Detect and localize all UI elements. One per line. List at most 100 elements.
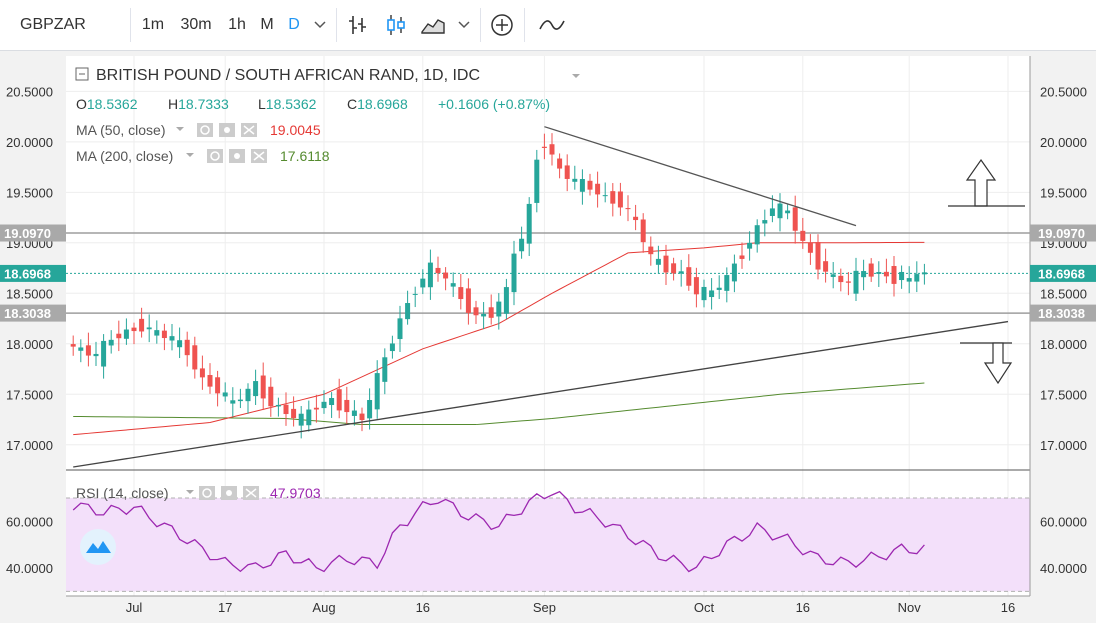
chevron-down-icon[interactable]	[308, 0, 332, 50]
candle-up	[420, 278, 426, 288]
candle-up	[709, 290, 715, 298]
candle-up	[108, 339, 114, 346]
price-tick-left: 17.5000	[6, 387, 53, 402]
candle-up	[169, 336, 175, 341]
top-toolbar: GBPZAR 1m 30m 1h M D	[0, 0, 1096, 51]
interval-1h[interactable]: 1h	[228, 16, 246, 33]
candle-down	[815, 242, 821, 270]
collapse-icon[interactable]	[75, 67, 89, 81]
interval-1m[interactable]: 1m	[141, 16, 165, 33]
candlestick-icon[interactable]	[380, 0, 412, 50]
candle-up	[351, 410, 357, 416]
bar-chart-icon[interactable]	[342, 0, 374, 50]
ohlc-values: O18.5362 H18.7333 L18.5362 C18.6968 +0.1…	[76, 96, 550, 112]
price-tick-right: 18.5000	[1040, 286, 1087, 301]
chevron-down-icon[interactable]	[176, 127, 184, 131]
ma200-settings-icons[interactable]	[207, 149, 267, 163]
candle-down	[465, 288, 471, 313]
svg-text:19.0970: 19.0970	[1038, 226, 1085, 241]
candle-up	[329, 398, 335, 406]
interval-d[interactable]: D	[288, 16, 300, 33]
candle-down	[215, 377, 221, 394]
rsi-axis[interactable]: 60.0000 60.0000 40.0000 40.0000	[6, 514, 1087, 576]
price-tick-right: 20.5000	[1040, 84, 1087, 99]
support-price-label: 18.3038 18.3038	[0, 304, 1096, 322]
candle-up	[177, 340, 183, 348]
svg-text:18.6968: 18.6968	[4, 266, 51, 281]
logo-icon[interactable]	[80, 529, 116, 565]
symbol-search[interactable]: GBPZAR	[20, 16, 86, 33]
candle-up	[367, 400, 373, 419]
candle-up	[747, 242, 753, 249]
candle-down	[800, 230, 806, 241]
ma50-value: 19.0045	[270, 122, 321, 138]
candle-down	[549, 144, 555, 155]
candle-up	[678, 271, 684, 274]
rsi-tick-right: 60.0000	[1040, 514, 1087, 529]
rsi-tick-left: 40.0000	[6, 561, 53, 576]
candle-down	[313, 407, 319, 410]
candle-up	[899, 271, 905, 281]
ma50-settings-icons[interactable]	[197, 123, 257, 137]
candle-down	[192, 345, 198, 370]
chevron-down-icon[interactable]	[452, 0, 476, 50]
chevron-down-icon[interactable]	[186, 153, 194, 157]
candle-up	[762, 220, 768, 224]
candle-down	[344, 399, 350, 413]
candle-down	[207, 375, 213, 387]
candle-up	[481, 313, 487, 317]
resistance-price-label: 19.0970 19.0970	[0, 224, 1096, 242]
candle-up	[230, 400, 236, 404]
candle-down	[85, 345, 91, 356]
interval-m[interactable]: M	[260, 16, 274, 33]
chevron-down-icon[interactable]	[186, 490, 194, 494]
rsi-tick-left: 60.0000	[6, 514, 53, 529]
breakout-down-arrow[interactable]	[960, 342, 1013, 385]
candle-up	[496, 301, 502, 317]
rsi-legend[interactable]: RSI (14, close) 47.9703	[76, 485, 321, 501]
price-axis[interactable]: 20.5000 20.5000 20.0000 20.0000 19.5000 19.50…	[6, 84, 1087, 452]
add-indicator-icon[interactable]	[486, 0, 518, 50]
price-chart[interactable]: 20.5000 20.5000 20.0000 20.0000 19.5000 19.50…	[0, 52, 1096, 623]
breakout-up-arrow[interactable]	[948, 158, 1025, 207]
candle-down	[557, 158, 563, 169]
candle-down	[891, 266, 897, 284]
candle-down	[283, 404, 289, 415]
rsi-line	[72, 490, 925, 573]
upper-trendline[interactable]	[544, 126, 857, 227]
candle-up	[306, 409, 312, 426]
candle-up	[724, 275, 730, 291]
candle-down	[739, 255, 745, 259]
candle-up	[146, 327, 152, 330]
candle-down	[671, 263, 677, 274]
candle-down	[139, 318, 145, 332]
candle-down	[640, 219, 646, 243]
lower-trendline[interactable]	[73, 320, 1009, 468]
candle-up	[906, 278, 912, 282]
candle-up	[914, 274, 920, 282]
candle-down	[291, 408, 297, 419]
candle-down	[617, 191, 623, 208]
candle-up	[78, 347, 84, 351]
candle-down	[838, 275, 844, 283]
chart-legend[interactable]: BRITISH POUND / SOUTH AFRICAN RAND, 1D, …	[75, 67, 580, 164]
area-chart-icon[interactable]	[417, 0, 449, 50]
chevron-down-icon[interactable]	[572, 74, 580, 78]
candles	[70, 133, 927, 439]
candle-down	[686, 267, 692, 286]
candle-up	[876, 272, 882, 274]
candle-up	[579, 179, 585, 192]
ma200-label: MA (200, close)	[76, 148, 173, 164]
interval-30m[interactable]: 30m	[180, 16, 212, 33]
candle-up	[572, 178, 578, 182]
time-axis[interactable]: Jul 17 Aug 16 Sep Oct 16 Nov 16	[126, 600, 1016, 615]
candle-up	[861, 271, 867, 278]
candle-up	[222, 392, 228, 397]
candle-up	[101, 340, 107, 367]
candle-down	[443, 272, 449, 279]
compare-line-icon[interactable]	[532, 0, 572, 50]
price-tick-right: 17.0000	[1040, 438, 1087, 453]
candle-down	[161, 330, 167, 339]
svg-text:18.3038: 18.3038	[4, 306, 51, 321]
candle-down	[883, 271, 889, 277]
